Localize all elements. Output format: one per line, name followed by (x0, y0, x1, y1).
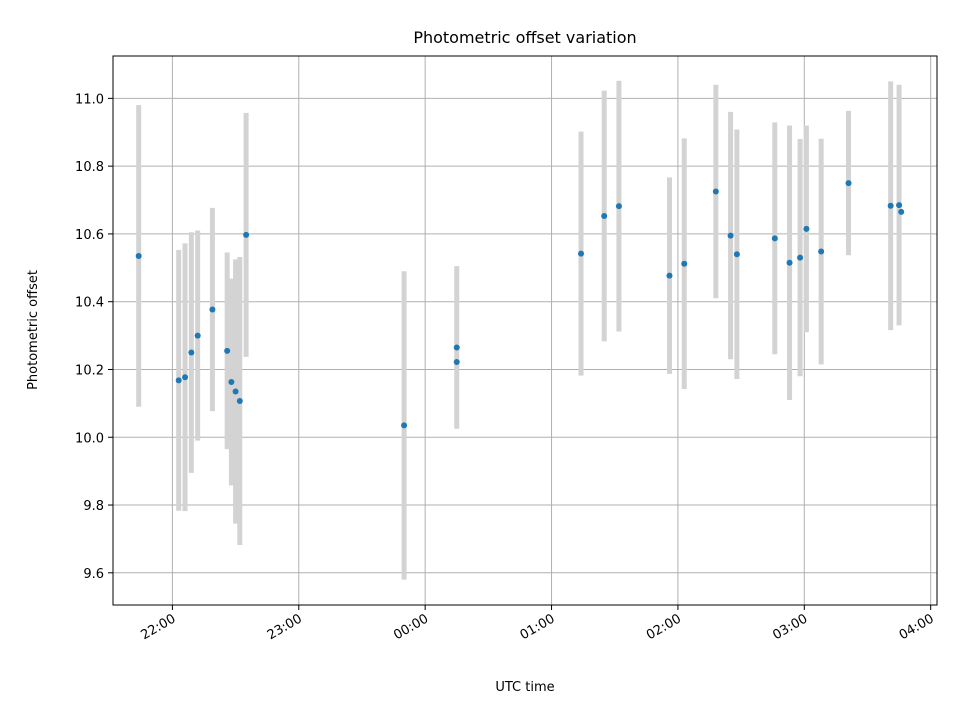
data-point (797, 254, 804, 261)
data-point (887, 202, 894, 209)
x-tick-label: 03:00 (770, 611, 810, 643)
y-tick-label: 10.4 (75, 296, 104, 311)
x-tick-label: 04:00 (897, 611, 937, 643)
data-point (228, 379, 235, 386)
data-point (818, 248, 825, 255)
data-point (803, 225, 810, 232)
point-layer (135, 180, 905, 429)
data-point (578, 250, 585, 257)
data-point (681, 260, 688, 267)
x-axis-label: UTC time (495, 680, 554, 695)
y-tick-label: 9.6 (83, 567, 104, 582)
data-point (771, 235, 778, 242)
data-point (175, 377, 182, 384)
data-point (236, 397, 243, 404)
data-point (601, 212, 608, 219)
y-axis-label: Photometric offset (26, 270, 41, 390)
data-point (845, 180, 852, 187)
data-point (666, 272, 673, 279)
data-point (786, 259, 793, 266)
data-point (712, 188, 719, 195)
y-tick-label: 10.8 (75, 160, 104, 175)
y-tick-label: 11.0 (75, 92, 104, 107)
data-point (243, 231, 250, 238)
data-point (188, 349, 195, 356)
y-tick-label: 10.6 (75, 228, 104, 243)
data-point (453, 344, 460, 351)
data-point (232, 388, 239, 395)
data-point (224, 347, 231, 354)
chart-title: Photometric offset variation (413, 28, 636, 47)
data-point (209, 306, 216, 313)
y-tick-label: 10.0 (75, 431, 104, 446)
plot-frame (112, 55, 938, 606)
y-tick-label: 10.2 (75, 363, 104, 378)
data-point (401, 422, 408, 429)
data-point (194, 332, 201, 339)
data-point (615, 203, 622, 210)
data-point (135, 252, 142, 259)
x-tick-label: 23:00 (265, 611, 305, 643)
data-point (727, 232, 734, 239)
x-tick-label: 02:00 (644, 611, 684, 643)
data-point (898, 208, 905, 215)
x-tick-label: 01:00 (518, 611, 558, 643)
y-tick-label: 9.8 (83, 499, 104, 514)
x-tick-label: 00:00 (391, 611, 431, 643)
data-point (896, 202, 903, 209)
data-point (182, 374, 189, 381)
data-point (733, 251, 740, 258)
x-tick-label: 22:00 (138, 611, 178, 643)
data-point (453, 359, 460, 366)
